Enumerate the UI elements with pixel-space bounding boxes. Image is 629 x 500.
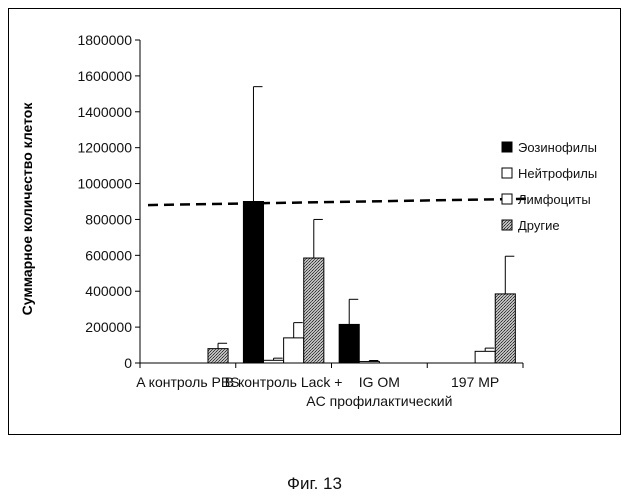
legend-swatch bbox=[502, 194, 512, 204]
y-tick-label: 200000 bbox=[85, 319, 132, 335]
bar bbox=[339, 324, 359, 363]
y-tick-label: 800000 bbox=[85, 211, 132, 227]
legend-swatch bbox=[502, 220, 512, 230]
legend-label: Лимфоциты bbox=[518, 192, 591, 207]
legend: Эозинофилы Нейтрофилы Лимфоциты Другие bbox=[502, 140, 597, 233]
legend-label: Другие bbox=[518, 218, 560, 233]
bar bbox=[264, 360, 284, 363]
y-tick-label: 0 bbox=[124, 355, 132, 371]
legend-label: Эозинофилы bbox=[518, 140, 597, 155]
legend-label: Нейтрофилы bbox=[518, 166, 597, 181]
bar bbox=[304, 258, 324, 363]
bar bbox=[495, 294, 515, 363]
y-tick-label: 1600000 bbox=[77, 68, 132, 84]
y-tick-label: 1000000 bbox=[77, 176, 132, 192]
bar-chart: 0 200000 400000 600000 800000 1000000 1200000 1… bbox=[9, 9, 622, 436]
category-label: B контроль Lack + bbox=[225, 374, 343, 390]
category-label: AC профилактический bbox=[306, 393, 452, 409]
y-axis: 0 200000 400000 600000 800000 1000000 1200000 1… bbox=[77, 32, 140, 371]
figure-caption: Фиг. 13 bbox=[0, 474, 629, 494]
y-tick-label: 600000 bbox=[85, 247, 132, 263]
y-tick-label: 1800000 bbox=[77, 32, 132, 48]
reference-line-dashed bbox=[148, 199, 526, 205]
reference-line bbox=[148, 199, 526, 205]
x-axis: A контроль PBSB контроль Lack +IG OMAC п… bbox=[136, 363, 523, 409]
y-axis-title: Суммарное количество клеток bbox=[19, 102, 35, 316]
y-tick-label: 400000 bbox=[85, 283, 132, 299]
legend-swatch bbox=[502, 142, 512, 152]
chart-frame: 0 200000 400000 600000 800000 1000000 1200000 1… bbox=[8, 8, 621, 435]
bars bbox=[208, 87, 515, 363]
category-label: 197 MP bbox=[451, 374, 499, 390]
legend-swatch bbox=[502, 168, 512, 178]
bar bbox=[243, 202, 263, 364]
y-tick-label: 1200000 bbox=[77, 140, 132, 156]
bar bbox=[208, 349, 228, 363]
bar bbox=[284, 338, 304, 363]
y-tick-label: 1400000 bbox=[77, 104, 132, 120]
bar bbox=[359, 362, 379, 363]
bar bbox=[475, 351, 495, 363]
category-label: IG OM bbox=[359, 374, 400, 390]
